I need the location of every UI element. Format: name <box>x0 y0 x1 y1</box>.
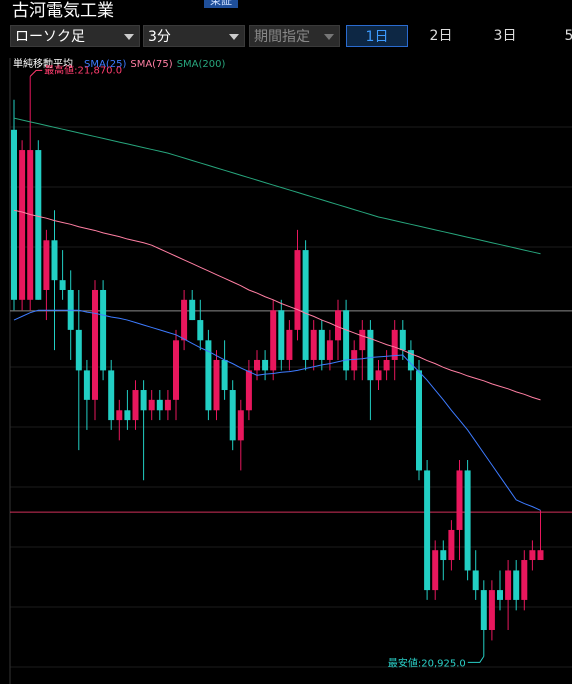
candle-body <box>100 289 107 371</box>
candle-body <box>124 410 131 421</box>
candle-body <box>335 310 341 341</box>
candle-body <box>448 529 455 561</box>
period-select[interactable]: 期間指定 <box>249 25 340 47</box>
candle-body <box>416 370 422 471</box>
candle-body <box>140 390 147 411</box>
interval-select[interactable]: 3分 <box>143 25 245 47</box>
candle-body <box>497 590 503 600</box>
range-tab[interactable]: 3日 <box>493 28 517 44</box>
candle-body <box>132 390 139 421</box>
candle-body <box>189 299 196 321</box>
legend-entry: SMA(25) <box>84 59 126 70</box>
candle-body <box>59 280 66 290</box>
candle-body <box>156 399 163 411</box>
candle-body <box>237 410 244 441</box>
candle-body <box>399 329 406 351</box>
candle-body <box>367 329 374 381</box>
range-tab[interactable]: 1日 <box>346 25 408 47</box>
candle-body <box>254 359 260 371</box>
candle-body <box>294 250 301 330</box>
candle-body <box>148 399 155 411</box>
stock-name: 古河電気工業 <box>12 1 114 21</box>
candle-body <box>83 370 90 400</box>
candle-body <box>488 590 495 630</box>
candle-body <box>318 329 325 360</box>
candle-body <box>213 359 220 411</box>
candle-body <box>351 350 358 371</box>
sma-line <box>13 309 541 511</box>
candle-body <box>343 310 350 371</box>
annotation: 最安値:20,925.0 <box>388 656 466 669</box>
candle-body <box>262 359 269 371</box>
candle-body <box>35 150 42 300</box>
candle-body <box>11 129 17 300</box>
candle-body <box>310 329 317 360</box>
chart-type-select[interactable]: ローソク足 <box>10 25 140 47</box>
candle-body <box>513 570 520 600</box>
chart-type: ローソク足 <box>15 29 85 45</box>
candle-body <box>43 240 50 290</box>
candle-body <box>407 350 414 371</box>
candle-body <box>464 470 471 571</box>
candle-body <box>27 150 34 300</box>
range-tab[interactable]: 2日 <box>429 28 453 44</box>
candle-body <box>270 310 277 371</box>
candle-body <box>359 329 366 351</box>
candle-body <box>92 289 98 400</box>
candle-body <box>432 550 439 591</box>
candle-body <box>326 340 333 360</box>
candle-body <box>221 359 228 391</box>
candle-body <box>205 340 212 411</box>
period: 期間指定 <box>254 29 310 45</box>
annotation-arrow <box>29 69 43 77</box>
candle-body <box>440 550 447 561</box>
candle-body <box>529 550 536 561</box>
candle-body <box>164 399 171 411</box>
legend-entry: SMA(75) <box>130 59 172 70</box>
candle-body <box>245 370 252 411</box>
candle-body <box>537 550 544 561</box>
candle-body <box>75 329 82 371</box>
annotation-arrow <box>467 656 485 663</box>
candle-body <box>19 150 26 300</box>
candle-body <box>278 310 285 360</box>
candle-body <box>424 470 431 591</box>
legend-entry: SMA(200) <box>177 59 226 70</box>
candle-body <box>375 370 382 381</box>
candle-body <box>197 320 204 341</box>
candle-body <box>286 329 293 360</box>
candle-body <box>173 340 179 400</box>
candle-body <box>229 390 236 441</box>
chart: 単純移動平均 SMA(25) SMA(75) SMA(200) 最高値:21,870.… <box>9 57 572 684</box>
legend-title: 単純移動平均 <box>13 57 73 70</box>
sma-line <box>13 117 541 255</box>
candle-body <box>302 250 309 360</box>
sma-line <box>13 209 541 401</box>
candle-body <box>456 470 463 530</box>
candle-body <box>391 329 398 360</box>
candle-body <box>51 240 58 281</box>
candle-body <box>472 570 479 591</box>
candle-body <box>521 560 528 600</box>
range-tab[interactable]: 5 <box>564 28 572 44</box>
candle-body <box>480 590 487 630</box>
market-badge: 東証 <box>204 0 238 8</box>
candle-body <box>181 299 188 341</box>
candle-body <box>383 359 390 371</box>
candle-body <box>505 570 512 600</box>
candle-body <box>116 410 123 421</box>
candle-body <box>108 370 115 421</box>
annotation: 最高値:21,870.0 <box>44 63 122 76</box>
interval: 3分 <box>148 29 171 45</box>
